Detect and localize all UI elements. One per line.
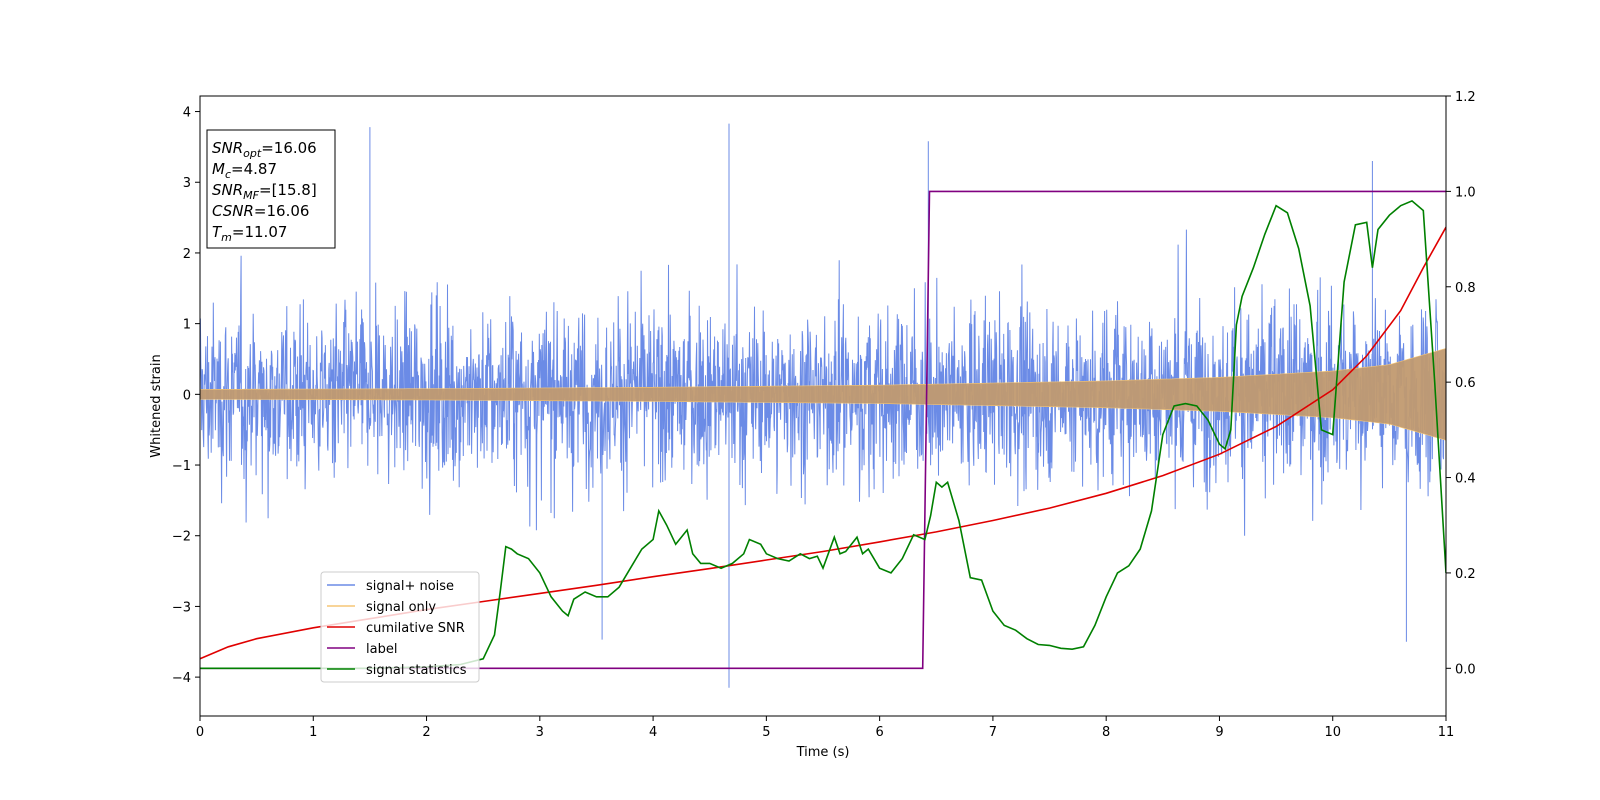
x-axis: 0 1 2 3 4 5 6 7 8 9 10 11	[196, 716, 1454, 740]
x-tick-label: 3	[536, 725, 544, 740]
y-tick-label: −2	[172, 530, 191, 545]
parameters-box-frame	[206, 129, 336, 249]
y2-tick-label: 0.2	[1455, 567, 1476, 582]
x-axis-label: Time (s)	[796, 745, 850, 760]
y2-tick-label: 1.2	[1455, 90, 1476, 105]
legend-label: label	[366, 642, 397, 657]
x-tick-label: 1	[309, 725, 317, 740]
y-tick-label: 2	[183, 247, 191, 262]
plot-area	[200, 123, 1446, 688]
y-tick-label: −4	[172, 671, 191, 686]
x-tick-label: 4	[649, 725, 657, 740]
parameter-line: SNRMF=[15.8]	[212, 181, 317, 202]
x-tick-label: 5	[762, 725, 770, 740]
parameter-line: CSNR=16.06	[212, 202, 309, 220]
y2-tick-label: 1.0	[1455, 185, 1476, 200]
x-tick-label: 8	[1102, 725, 1110, 740]
x-tick-label: 11	[1438, 725, 1455, 740]
y-axis-left: −4 −3 −2 −1 0 1 2 3 4	[172, 106, 200, 686]
y2-tick-label: 0.6	[1455, 376, 1476, 391]
y-tick-label: 0	[183, 388, 191, 403]
parameters-box: SNRopt=16.06Mc=4.87SNRMF=[15.8]CSNR=16.0…	[206, 129, 336, 249]
y2-tick-label: 0.4	[1455, 472, 1476, 487]
y-axis-label: Whitened strain	[149, 354, 164, 457]
y2-tick-label: 0.0	[1455, 662, 1476, 677]
series-label	[200, 190, 1446, 670]
parameter-line: Tm=11.07	[212, 223, 287, 244]
legend-label: signal statistics	[366, 663, 467, 678]
x-tick-label: 0	[196, 725, 204, 740]
parameter-line: SNRopt=16.06	[212, 139, 317, 160]
series-signal-statistics	[200, 199, 1446, 670]
legend-label: signal+ noise	[366, 579, 454, 594]
legend-label: cumilative SNR	[366, 621, 465, 636]
y-tick-label: 1	[183, 318, 191, 333]
x-tick-label: 7	[989, 725, 997, 740]
plot-frame	[199, 95, 1447, 717]
x-tick-label: 9	[1215, 725, 1223, 740]
parameter-line: Mc=4.87	[212, 160, 277, 181]
y-tick-label: −1	[172, 459, 191, 474]
x-tick-label: 10	[1324, 725, 1341, 740]
y-tick-label: −3	[172, 600, 191, 615]
legend-frame	[320, 571, 480, 683]
y2-tick-label: 0.8	[1455, 281, 1476, 296]
series-signal-only	[200, 348, 1446, 441]
y-tick-label: 4	[183, 106, 191, 121]
legend: signal+ noise signal only cumilative SNR la…	[320, 571, 480, 683]
x-tick-label: 6	[875, 725, 883, 740]
x-tick-label: 2	[422, 725, 430, 740]
legend-label: signal only	[366, 600, 436, 615]
y-tick-label: 3	[183, 176, 191, 191]
y-axis-right: 0.0 0.2 0.4 0.6 0.8 1.0 1.2	[1446, 90, 1476, 677]
